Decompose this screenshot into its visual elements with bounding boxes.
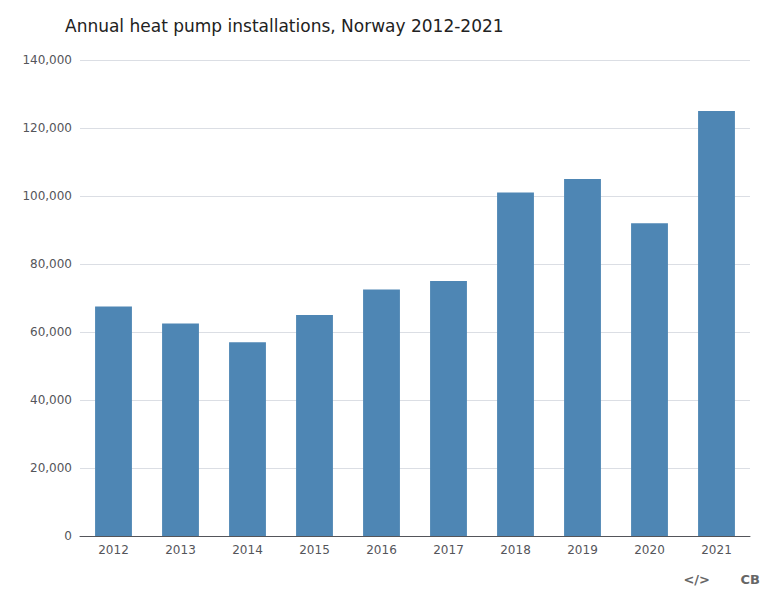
svg-text:120,000: 120,000 — [22, 121, 72, 135]
svg-text:20,000: 20,000 — [30, 461, 72, 475]
svg-text:2015: 2015 — [299, 543, 330, 557]
svg-text:2020: 2020 — [634, 543, 665, 557]
svg-text:100,000: 100,000 — [22, 189, 72, 203]
svg-text:0: 0 — [64, 529, 72, 543]
svg-text:2019: 2019 — [567, 543, 598, 557]
svg-text:60,000: 60,000 — [30, 325, 72, 339]
svg-text:</>: </> — [683, 572, 710, 587]
svg-text:80,000: 80,000 — [30, 257, 72, 271]
svg-text:Annual heat pump installations: Annual heat pump installations, Norway 2… — [65, 16, 504, 36]
svg-text:2017: 2017 — [433, 543, 464, 557]
svg-text:2013: 2013 — [165, 543, 196, 557]
svg-text:2014: 2014 — [232, 543, 263, 557]
svg-text:2018: 2018 — [500, 543, 531, 557]
svg-text:2016: 2016 — [366, 543, 397, 557]
svg-text:CB: CB — [741, 572, 760, 587]
svg-text:2012: 2012 — [98, 543, 129, 557]
svg-text:40,000: 40,000 — [30, 393, 72, 407]
svg-text:140,000: 140,000 — [22, 53, 72, 67]
svg-text:2021: 2021 — [701, 543, 732, 557]
